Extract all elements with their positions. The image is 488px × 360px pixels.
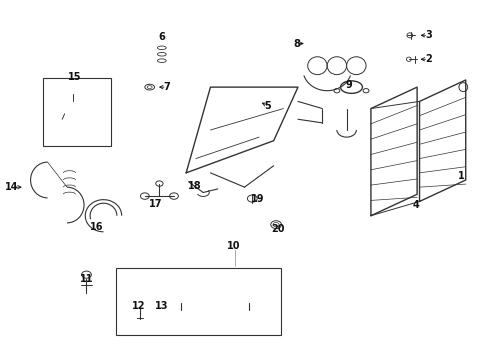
- Text: 16: 16: [90, 222, 103, 232]
- FancyBboxPatch shape: [42, 78, 111, 146]
- Text: 7: 7: [163, 82, 170, 92]
- Text: 12: 12: [132, 301, 145, 311]
- Text: 1: 1: [457, 171, 463, 181]
- Text: 2: 2: [424, 54, 431, 64]
- Text: 13: 13: [155, 301, 168, 311]
- Text: 20: 20: [270, 224, 284, 234]
- FancyBboxPatch shape: [116, 267, 281, 336]
- Text: 11: 11: [80, 274, 93, 284]
- Text: 5: 5: [264, 101, 271, 111]
- Text: 18: 18: [188, 181, 202, 192]
- Text: 17: 17: [149, 199, 163, 209]
- Text: 19: 19: [251, 194, 264, 203]
- Text: 15: 15: [67, 72, 81, 82]
- Text: 8: 8: [293, 39, 300, 49]
- Text: 14: 14: [5, 182, 19, 192]
- Text: 4: 4: [412, 200, 419, 210]
- Text: 9: 9: [345, 80, 352, 90]
- Text: 6: 6: [158, 32, 165, 42]
- Text: 3: 3: [424, 30, 431, 40]
- Text: 10: 10: [226, 241, 240, 251]
